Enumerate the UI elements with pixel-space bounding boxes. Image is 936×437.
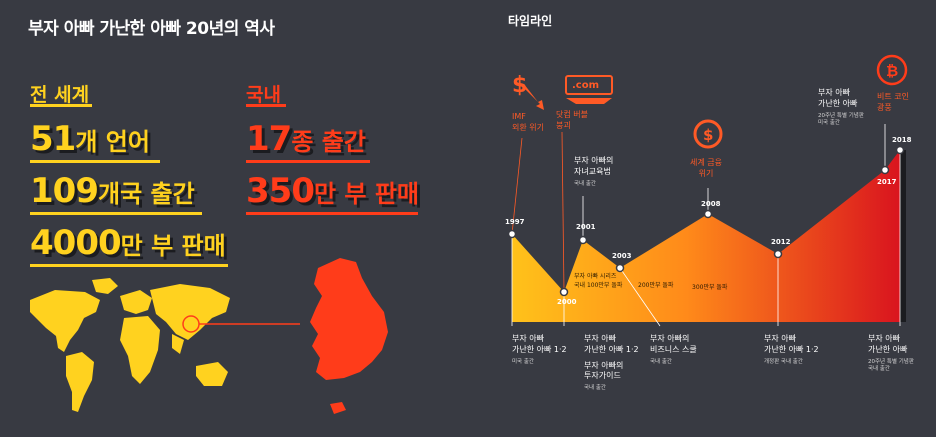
svg-text:₿: ₿ bbox=[886, 62, 898, 80]
year-1997: 1997 bbox=[505, 218, 525, 226]
domestic-stat-sales-underline bbox=[246, 212, 418, 215]
page-title: 부자 아빠 가난한 아빠 20년의 역사 bbox=[28, 19, 275, 39]
event-bitcoin: 비트 코인 광풍 bbox=[877, 92, 909, 112]
timeline-connectors bbox=[511, 124, 901, 327]
note-300: 300만부 돌파 bbox=[692, 284, 728, 291]
dotcom-icon-label: .com bbox=[572, 80, 600, 91]
dollar-circle-icon: $ bbox=[693, 119, 723, 149]
note-series-100: 부자 아빠 시리즈 국내 100만부 돌파 bbox=[574, 273, 623, 289]
domestic-label-underline bbox=[246, 104, 286, 107]
world-map bbox=[30, 278, 230, 412]
event-imf: IMF 외환 위기 bbox=[512, 112, 544, 132]
world-stat-sales-underline bbox=[30, 264, 228, 267]
world-stat-languages-underline bbox=[30, 160, 160, 163]
note-200: 200만부 돌파 bbox=[638, 282, 674, 289]
domestic-label: 국내 bbox=[246, 84, 281, 106]
world-stat-sales: 4000만 부 판매 bbox=[30, 223, 226, 263]
korea-map bbox=[310, 258, 388, 380]
book-2018: 부자 아빠 가난한 아빠 20주년 특별 기념판 국내 출간 bbox=[868, 334, 914, 373]
timeline-title: 타임라인 bbox=[508, 14, 553, 28]
world-stat-languages: 51개 언어 bbox=[30, 119, 150, 159]
domestic-stat-sales: 350만 부 판매 bbox=[246, 171, 420, 211]
svg-text:$: $ bbox=[512, 73, 527, 98]
book-2012: 부자 아빠 가난한 아빠 1·2 개정판 국내 출간 bbox=[764, 334, 819, 365]
book-2001: 부자 아빠의 자녀교육법 국내 출간 bbox=[574, 156, 614, 187]
book-2003: 부자 아빠의 비즈니스 스쿨 국내 출간 bbox=[650, 334, 697, 365]
year-2003: 2003 bbox=[612, 252, 632, 260]
dollar-down-icon: $ bbox=[512, 73, 544, 110]
world-stat-countries: 109개국 출간 bbox=[30, 171, 195, 211]
timeline-area bbox=[512, 150, 900, 322]
year-2018: 2018 bbox=[892, 136, 912, 144]
book-2017: 부자 아빠 가난한 아빠 20주년 특별 기념판 미국 출간 bbox=[818, 88, 864, 127]
event-dotcom: 닷컴 버블 붕괴 bbox=[556, 110, 588, 130]
world-stat-countries-underline bbox=[30, 212, 202, 215]
book-1997: 부자 아빠 가난한 아빠 1·2 미국 출간 bbox=[512, 334, 567, 365]
year-2012: 2012 bbox=[771, 238, 791, 246]
timeline-area-edge bbox=[900, 150, 906, 322]
domestic-stat-titles: 17종 출간 bbox=[246, 119, 366, 159]
dotcom-icon bbox=[565, 75, 613, 104]
event-connectors bbox=[511, 131, 565, 293]
year-2001: 2001 bbox=[576, 223, 596, 231]
svg-text:$: $ bbox=[703, 126, 713, 144]
year-2017: 2017 bbox=[877, 178, 897, 186]
world-label: 전 세계 bbox=[30, 84, 90, 106]
book-2000: 부자 아빠 가난한 아빠 1·2 부자 아빠의 투자가이드 국내 출간 bbox=[584, 334, 639, 392]
year-2000: 2000 bbox=[557, 298, 577, 306]
world-label-underline bbox=[30, 104, 92, 107]
jeju-island bbox=[330, 402, 346, 414]
event-financial-crisis: 세계 금융 위기 bbox=[690, 158, 722, 178]
bitcoin-icon: ₿ bbox=[876, 54, 908, 86]
domestic-stat-titles-underline bbox=[246, 160, 370, 163]
timeline-points bbox=[507, 145, 905, 297]
year-2008: 2008 bbox=[701, 200, 721, 208]
